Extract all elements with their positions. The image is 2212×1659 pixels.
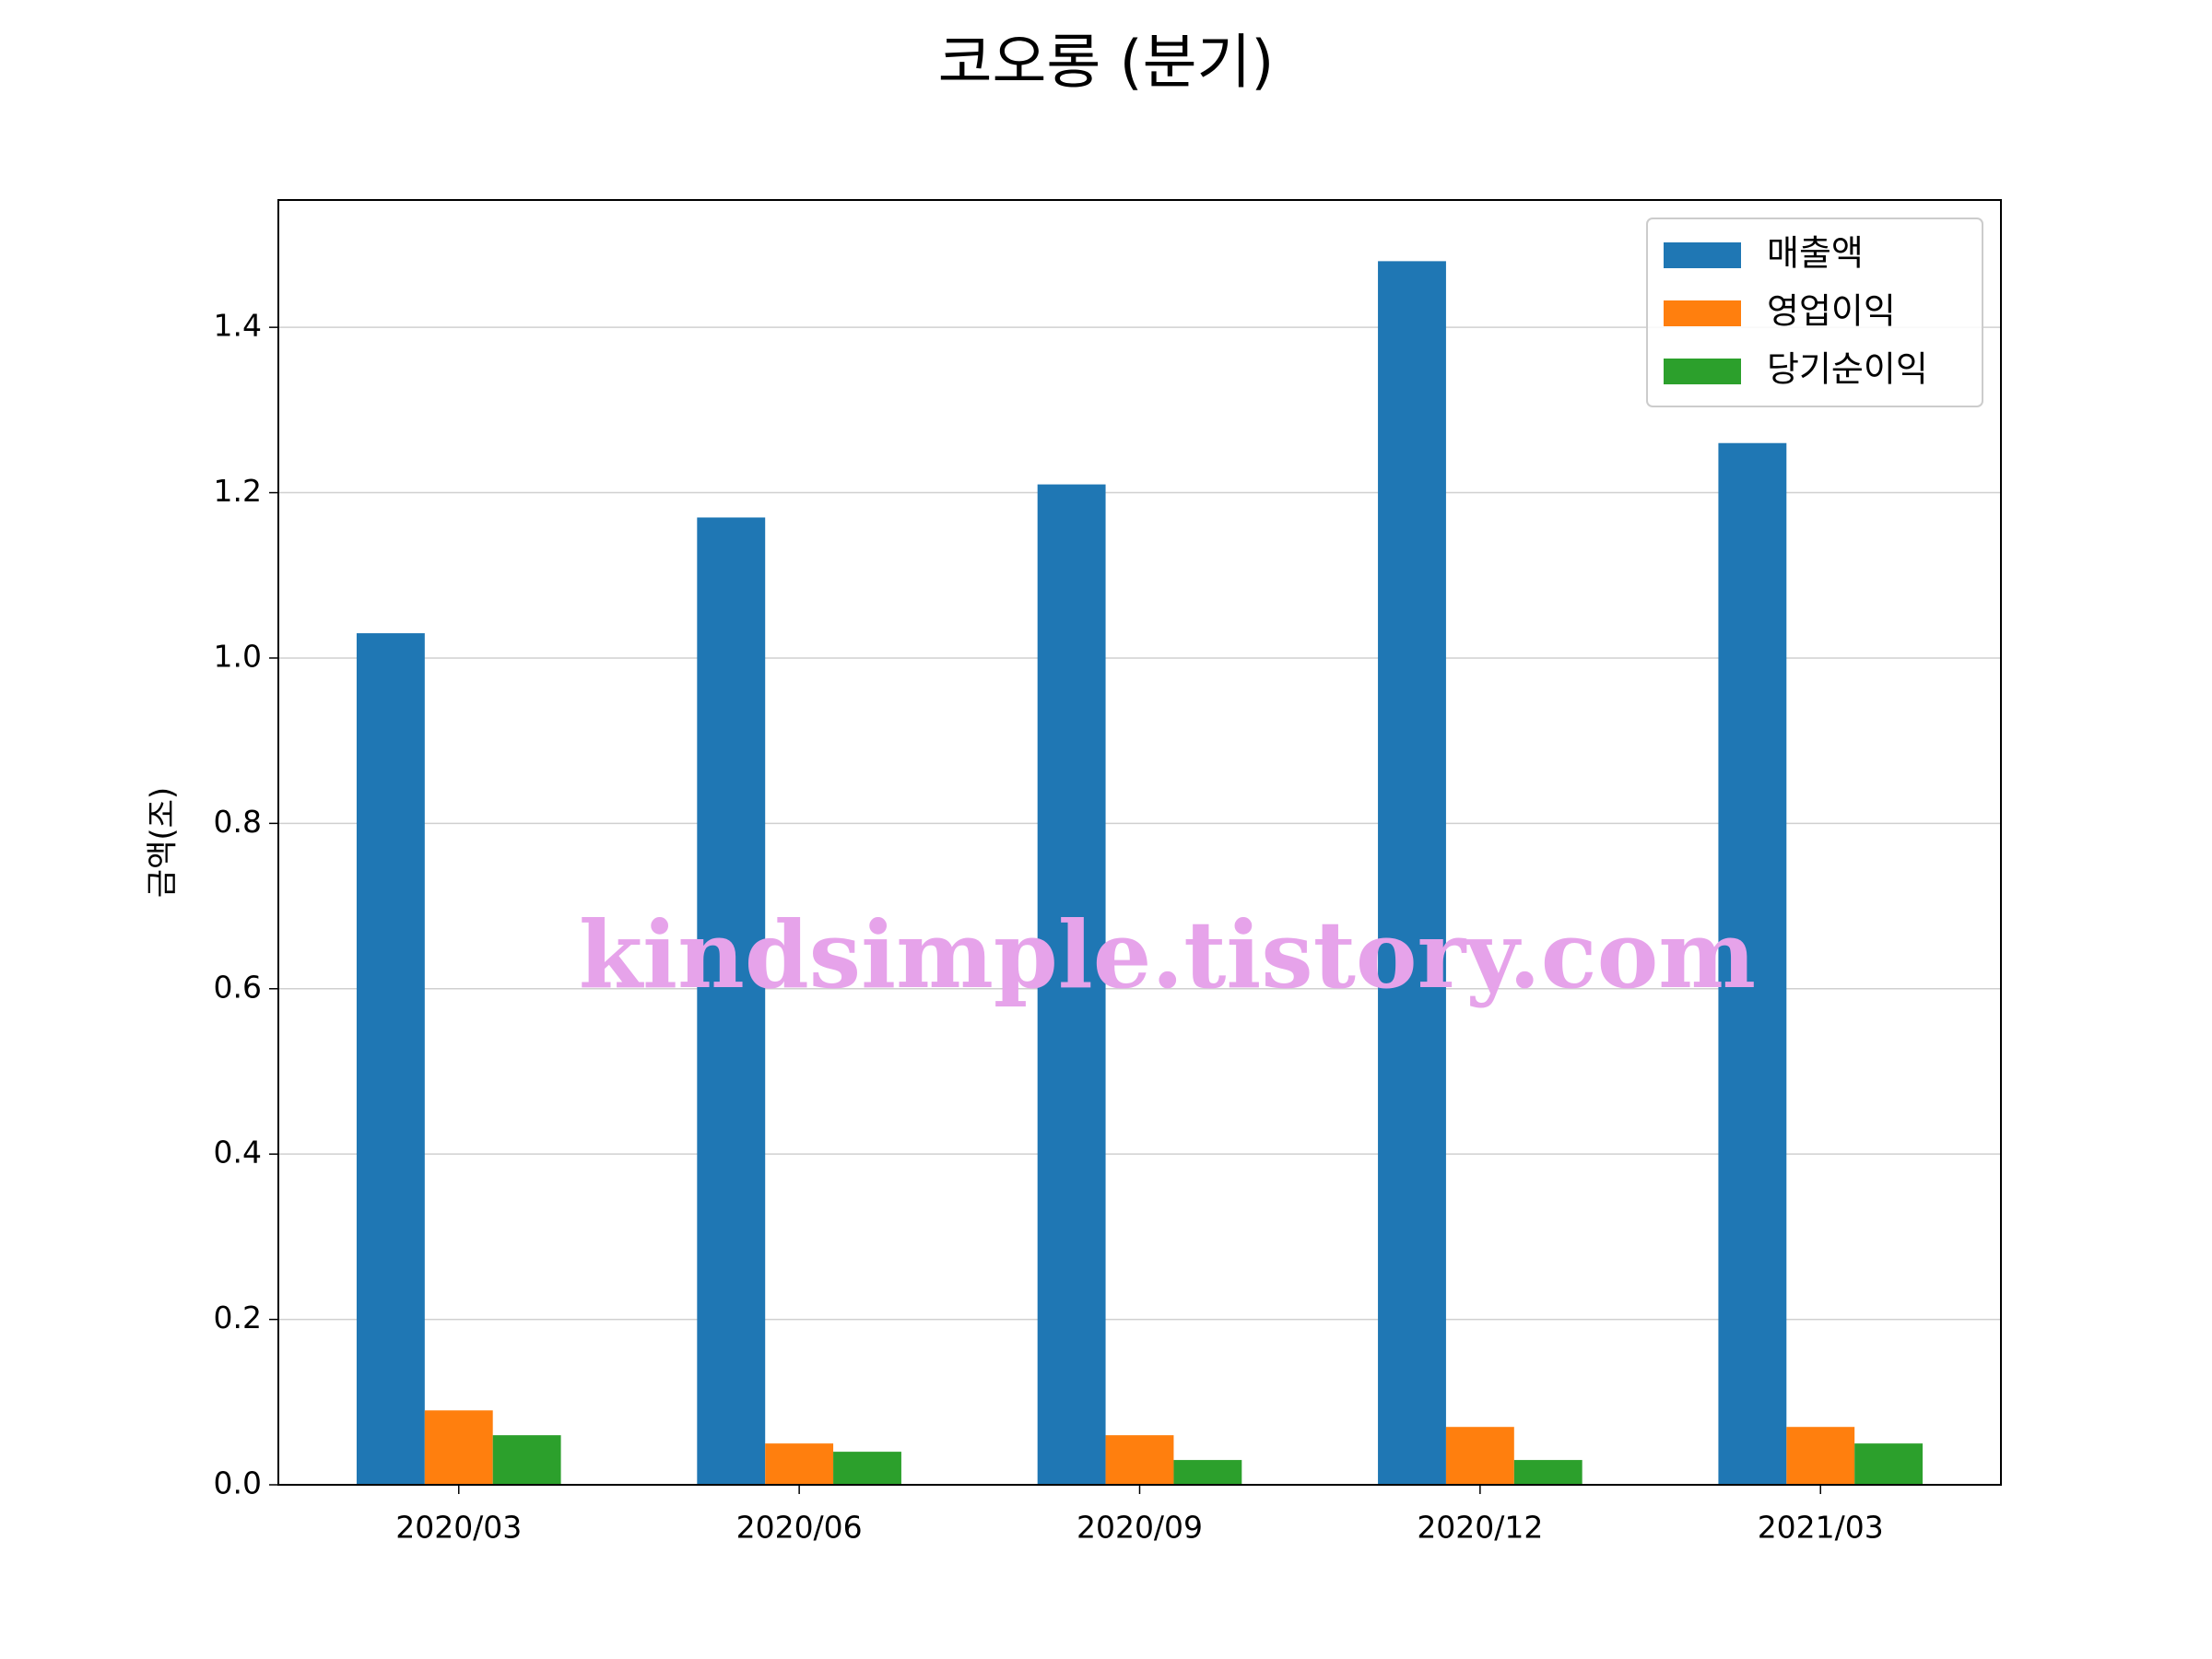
y-tick-label: 0.0 (214, 1465, 262, 1501)
legend-label: 당기순이익 (1767, 349, 1928, 390)
y-tick-label: 0.4 (214, 1135, 262, 1171)
plot-frame (277, 199, 2002, 1486)
chart-title: 코오롱 (분기) (938, 29, 1275, 98)
y-axis-label: 금액(조) (145, 787, 182, 898)
watermark: kindsimple.tistory.com (579, 900, 1756, 1009)
y-tick-label: 1.4 (214, 308, 262, 344)
legend-label: 영업이익 (1767, 291, 1896, 332)
bar (697, 517, 766, 1485)
legend-swatch (1664, 242, 1741, 268)
bar (356, 633, 425, 1485)
bar (1513, 1460, 1583, 1485)
bar (833, 1452, 901, 1485)
y-tick-label: 1.2 (214, 473, 262, 509)
bar (1105, 1435, 1174, 1485)
bar (1445, 1427, 1514, 1485)
x-tick-label: 2021/03 (1758, 1510, 1884, 1546)
y-tick-label: 0.6 (214, 969, 262, 1005)
y-tick-label: 0.8 (214, 804, 262, 840)
bar (1173, 1460, 1242, 1485)
y-tick-label: 1.0 (214, 638, 262, 674)
x-tick-label: 2020/09 (1077, 1510, 1203, 1546)
x-tick-label: 2020/12 (1417, 1510, 1543, 1546)
bar (492, 1435, 561, 1485)
y-tick-label: 0.2 (214, 1300, 262, 1335)
bar (1854, 1443, 1924, 1485)
x-tick-label: 2020/06 (736, 1510, 863, 1546)
bar (424, 1410, 493, 1485)
bar (1037, 484, 1106, 1485)
bar (765, 1443, 834, 1485)
bar (1378, 261, 1446, 1485)
legend-label: 매출액 (1767, 233, 1864, 274)
legend-swatch (1664, 300, 1741, 326)
legend-swatch (1664, 359, 1741, 384)
bar (1786, 1427, 1855, 1485)
bar (1718, 442, 1787, 1485)
x-tick-label: 2020/03 (395, 1510, 522, 1546)
